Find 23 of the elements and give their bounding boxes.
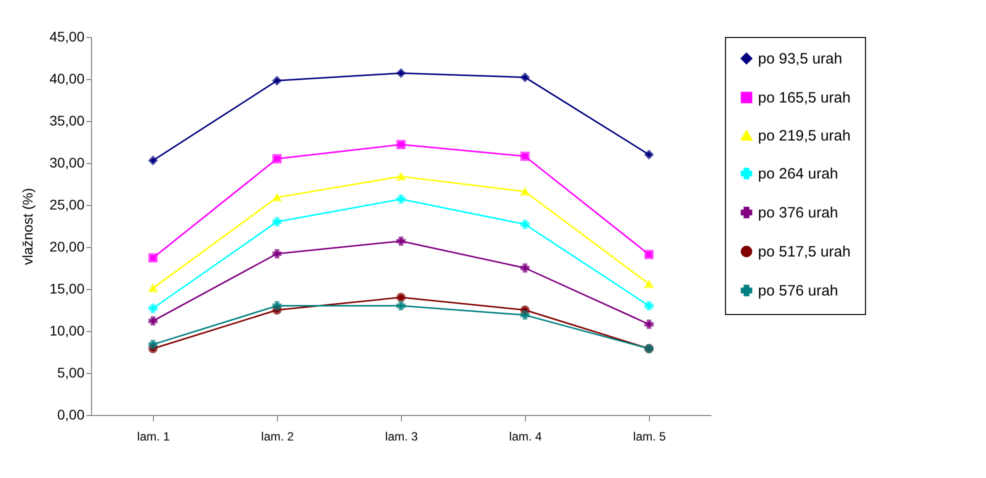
y-tick-label: 10,00	[49, 322, 85, 338]
x-tick-label: lam. 1	[137, 430, 170, 444]
y-axis-title: vlažnost (%)	[19, 188, 36, 266]
legend-label: po 219,5 urah	[758, 128, 851, 144]
legend-label: po 165,5 urah	[758, 90, 851, 106]
y-tick-label: 45,00	[49, 28, 85, 44]
legend-label: po 264 urah	[758, 166, 838, 182]
y-tick-label: 40,00	[49, 70, 85, 86]
y-tick-label: 30,00	[49, 154, 85, 170]
legend-label: po 517,5 urah	[758, 244, 851, 260]
y-tick-label: 15,00	[49, 280, 85, 296]
x-tick-label: lam. 4	[509, 430, 542, 444]
y-tick-label: 0,00	[57, 406, 85, 422]
x-tick-label: lam. 3	[385, 430, 418, 444]
y-tick-label: 25,00	[49, 196, 85, 212]
x-tick-label: lam. 2	[261, 430, 294, 444]
y-tick-label: 35,00	[49, 112, 85, 128]
y-tick-label: 5,00	[57, 364, 85, 380]
y-tick-label: 20,00	[49, 238, 85, 254]
x-tick-label: lam. 5	[633, 430, 666, 444]
legend-label: po 376 urah	[758, 204, 838, 222]
legend-label: po 576 urah	[758, 282, 838, 300]
legend-label: po 93,5 urah	[758, 50, 842, 68]
